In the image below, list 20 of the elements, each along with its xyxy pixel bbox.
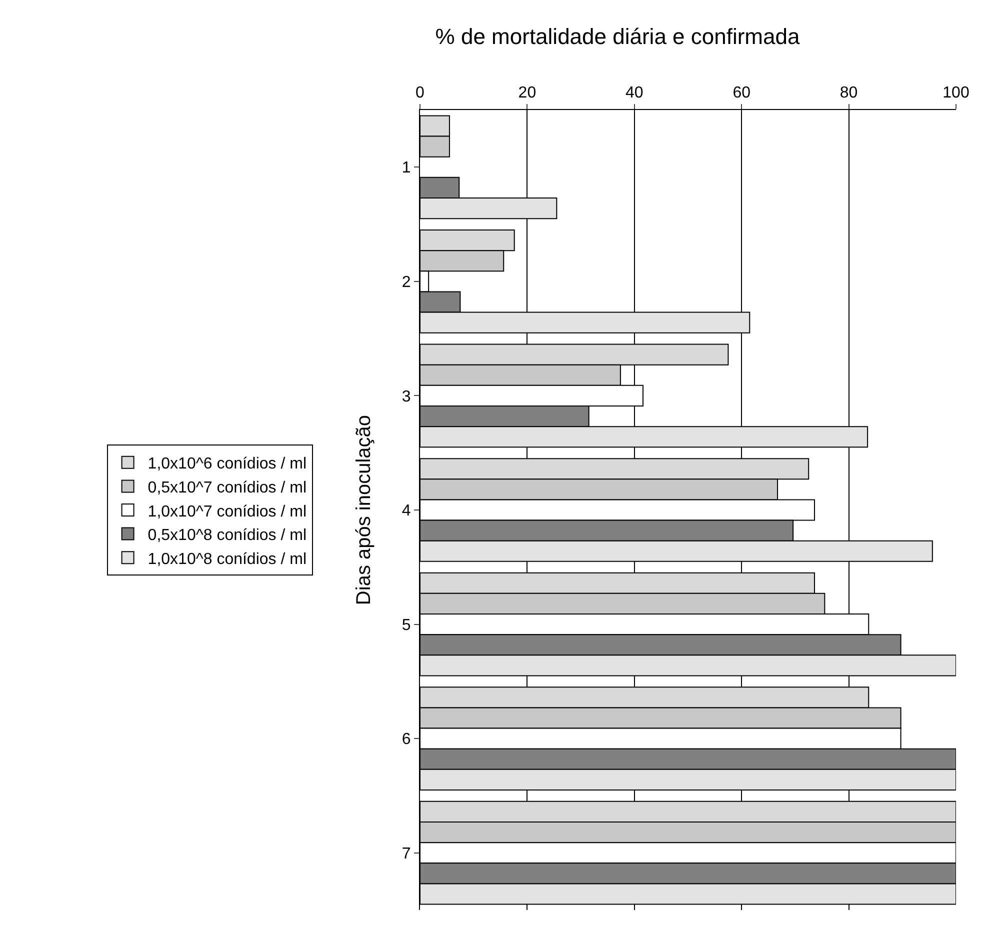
x-tick-label: 20	[518, 84, 536, 102]
x-tick-label: 80	[840, 84, 858, 102]
legend-label: 1,0x10^8 conídios / ml	[148, 550, 307, 568]
y-tick-label: 5	[402, 616, 411, 634]
legend-label: 0,5x10^7 conídios / ml	[148, 479, 307, 496]
y-tick-label: 7	[402, 845, 411, 862]
x-tick-label: 0	[416, 84, 425, 102]
x-tick-label: 40	[626, 84, 644, 102]
legend-label: 1,0x10^6 conídios / ml	[148, 456, 307, 473]
y-tick-label: 3	[402, 388, 411, 406]
x-tick-label: 100	[942, 84, 970, 102]
y-tick-label: 1	[402, 160, 411, 177]
chart-title: % de mortalidade diária e confirmada	[435, 24, 800, 49]
legend-label: 1,0x10^7 conídios / ml	[148, 503, 307, 520]
y-tick-label: 4	[402, 502, 411, 520]
x-tick-label: 60	[732, 84, 751, 102]
legend-label: 0,5x10^8 conídios / ml	[148, 527, 307, 544]
y-tick-label: 2	[402, 274, 411, 292]
y-axis-title: Dias após inoculação	[353, 414, 375, 606]
y-tick-label: 6	[402, 731, 411, 748]
